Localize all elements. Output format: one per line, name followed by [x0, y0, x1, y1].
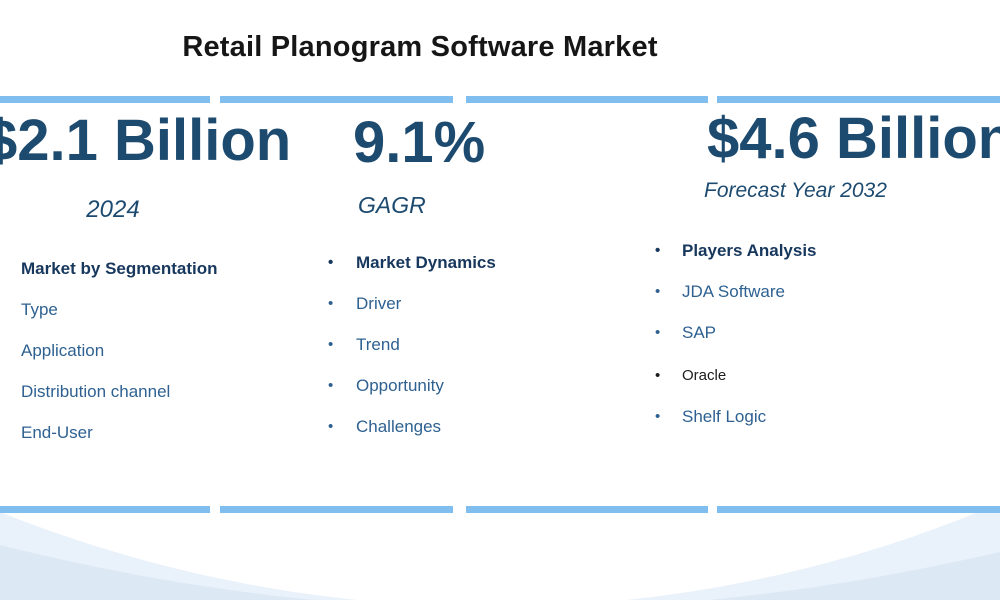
list-item-sap: SAP — [655, 324, 817, 342]
list-item-driver: Driver — [328, 295, 496, 313]
list-item-application: Application — [21, 342, 218, 360]
stat-growth-rate: 9.1% — [353, 110, 486, 175]
list-item-label: Driver — [356, 294, 402, 313]
list-item-label: Oracle — [682, 367, 727, 384]
stat-period-2024: 2024 — [86, 196, 140, 223]
top-divider-segment-2 — [220, 96, 453, 103]
list-header-label: Market by Segmentation — [21, 259, 218, 278]
list-item-trend: Trend — [328, 336, 496, 354]
list-header-label: Market Dynamics — [356, 253, 496, 272]
stat-forecast-year: Forecast Year 2032 — [704, 179, 887, 202]
bullet-icon — [655, 283, 682, 301]
segmentation-list: Market by Segmentation Type Application … — [21, 260, 218, 465]
bullet-icon — [655, 408, 682, 426]
list-item-label: Challenges — [356, 417, 442, 436]
list-item-shelf-logic: Shelf Logic — [655, 408, 817, 426]
list-item-label: Opportunity — [356, 376, 444, 395]
bottom-divider-segment-3 — [466, 506, 708, 513]
list-header-segmentation: Market by Segmentation — [21, 260, 218, 278]
footer-wave — [0, 512, 1000, 600]
list-item-label: Shelf Logic — [682, 407, 767, 426]
list-item-distribution-channel: Distribution channel — [21, 383, 218, 401]
list-header-market-dynamics: Market Dynamics — [328, 254, 496, 272]
list-item-label: SAP — [682, 323, 717, 342]
bottom-divider-segment-1 — [0, 506, 210, 513]
bullet-icon — [328, 418, 356, 436]
list-item-end-user: End-User — [21, 424, 218, 442]
list-header-players-analysis: Players Analysis — [655, 242, 817, 260]
list-item-label: End-User — [21, 423, 93, 442]
list-item-jda-software: JDA Software — [655, 283, 817, 301]
list-item-challenges: Challenges — [328, 418, 496, 436]
list-item-label: Trend — [356, 335, 400, 354]
bullet-icon — [655, 242, 682, 260]
stat-forecast-size: $4.6 Billion — [707, 106, 1000, 171]
bullet-icon — [328, 377, 356, 395]
list-item-label: JDA Software — [682, 282, 785, 301]
list-item-label: Distribution channel — [21, 382, 171, 401]
bullet-icon — [655, 367, 682, 385]
list-item-oracle: Oracle — [655, 365, 817, 385]
list-header-label: Players Analysis — [682, 241, 817, 260]
bullet-icon — [328, 254, 356, 272]
bullet-icon — [655, 324, 682, 342]
list-item-opportunity: Opportunity — [328, 377, 496, 395]
top-divider-segment-4 — [717, 96, 1000, 103]
bullet-icon — [328, 336, 356, 354]
list-item-type: Type — [21, 301, 218, 319]
bullet-icon — [328, 295, 356, 313]
stat-growth-rate-label: GAGR — [358, 192, 426, 218]
list-item-label: Type — [21, 300, 58, 319]
bottom-divider-segment-2 — [220, 506, 453, 513]
stat-market-size-2024: $2.1 Billion — [0, 108, 292, 173]
page-title: Retail Planogram Software Market — [182, 31, 658, 63]
market-dynamics-list: Market Dynamics Driver Trend Opportunity… — [328, 254, 496, 459]
top-divider-segment-1 — [0, 96, 210, 103]
bottom-divider-segment-4 — [717, 506, 1000, 513]
players-analysis-list: Players Analysis JDA Software SAP Oracle… — [655, 242, 817, 449]
list-item-label: Application — [21, 341, 105, 360]
top-divider-segment-3 — [466, 96, 708, 103]
